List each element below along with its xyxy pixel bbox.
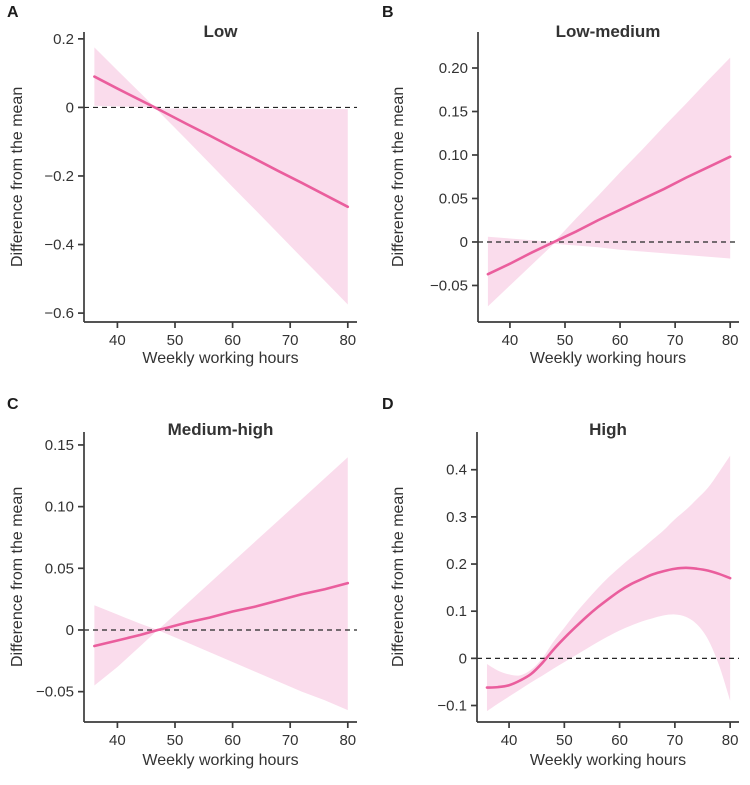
y-tick-label: −0.05 — [36, 684, 74, 701]
y-tick-label: 0 — [66, 99, 74, 116]
panel-title-medium-high: Medium-high — [167, 420, 274, 440]
panel-title-high: High — [589, 420, 627, 440]
y-tick-label: 0.10 — [45, 499, 74, 516]
confidence-band — [94, 47, 348, 305]
panel-title-low: Low — [203, 22, 238, 42]
y-tick-label: 0.15 — [45, 437, 74, 454]
panel-low: A Low Difference from the mean 0.2 0 −0.2−… — [0, 0, 375, 392]
x-tick-label: 50 — [557, 332, 574, 349]
panel-letter-b: B — [382, 4, 394, 21]
y-tick-label: 0.2 — [446, 556, 467, 573]
panel-title-low-medium: Low-medium — [555, 22, 661, 42]
x-tick-label: 80 — [339, 332, 356, 349]
x-tick-label: 40 — [501, 732, 518, 749]
panel-letter-d: D — [382, 396, 394, 413]
x-tick-label: 60 — [224, 332, 241, 349]
x-tick-label: 50 — [167, 732, 184, 749]
confidence-band — [486, 455, 731, 712]
y-tick-label: 0 — [66, 622, 74, 639]
mean-line — [93, 581, 350, 648]
x-axis-label: Weekly working hours — [142, 350, 299, 367]
plot-canvas-low-medium: 0.20 0.15 0.10 0.05 0 −0.05 40 50 60 70 80 — [430, 32, 739, 349]
y-tick-label: −0.6 — [44, 305, 74, 322]
x-tick-label: 40 — [109, 732, 126, 749]
x-tick-label: 60 — [611, 732, 628, 749]
mean-line — [93, 75, 350, 209]
x-tick-label: 60 — [224, 732, 241, 749]
x-tick-label: 70 — [282, 332, 299, 349]
x-tick-label: 70 — [282, 732, 299, 749]
panel-low-medium: B Low-medium Difference from the mean 0.… — [375, 0, 750, 392]
y-tick-label: −0.1 — [437, 697, 467, 714]
confidence-band — [487, 57, 731, 307]
y-tick-label: −0.4 — [44, 237, 74, 254]
y-tick-label: 0.1 — [446, 603, 467, 620]
panel-medium-high: C Medium-high Difference from the mean 0… — [0, 392, 375, 784]
y-tick-label: 0.2 — [53, 31, 74, 48]
y-tick-label: 0.05 — [439, 190, 468, 207]
y-tick-label: 0.4 — [446, 462, 467, 479]
x-tick-label: 50 — [167, 332, 184, 349]
x-tick-label: 70 — [667, 732, 684, 749]
x-tick-label: 40 — [109, 332, 126, 349]
x-axis-label: Weekly working hours — [529, 350, 687, 367]
x-tick-label: 80 — [722, 732, 739, 749]
x-tick-label: 80 — [339, 732, 356, 749]
x-tick-label: 70 — [667, 332, 684, 349]
y-tick-label: 0 — [459, 650, 467, 667]
panel-letter-c: C — [7, 396, 19, 413]
x-tick-label: 60 — [612, 332, 629, 349]
confidence-band — [94, 457, 348, 711]
y-tick-label: 0.10 — [439, 147, 468, 164]
y-tick-label: 0.3 — [446, 509, 467, 526]
y-tick-label: 0.20 — [439, 60, 468, 77]
x-tick-label: 40 — [502, 332, 519, 349]
mean-line — [485, 566, 732, 689]
x-axis-label: Weekly working hours — [142, 752, 299, 769]
x-tick-label: 50 — [556, 732, 573, 749]
panel-letter-a: A — [7, 4, 19, 21]
panel-high: D High Difference from the mean 0.4 0.3 0.… — [375, 392, 750, 784]
y-tick-label: −0.05 — [430, 277, 468, 294]
x-axis-label: Weekly working hours — [529, 752, 687, 769]
y-tick-label: 0 — [460, 234, 468, 251]
mean-line — [486, 155, 732, 276]
y-tick-label: −0.2 — [44, 168, 74, 185]
plot-canvas-low: 0.2 0 −0.2 −0.4 −0.6 40 50 60 70 80 — [44, 31, 357, 349]
plot-canvas-high: 0.4 0.3 0.2 0.1 0 −0.1 40 50 60 70 80 — [437, 432, 739, 749]
x-tick-label: 80 — [722, 332, 739, 349]
y-tick-label: 0.05 — [45, 560, 74, 577]
y-tick-label: 0.15 — [439, 104, 468, 121]
plot-canvas-medium-high: 0.15 0.10 0.05 0 −0.05 40 50 60 70 80 — [36, 432, 357, 749]
